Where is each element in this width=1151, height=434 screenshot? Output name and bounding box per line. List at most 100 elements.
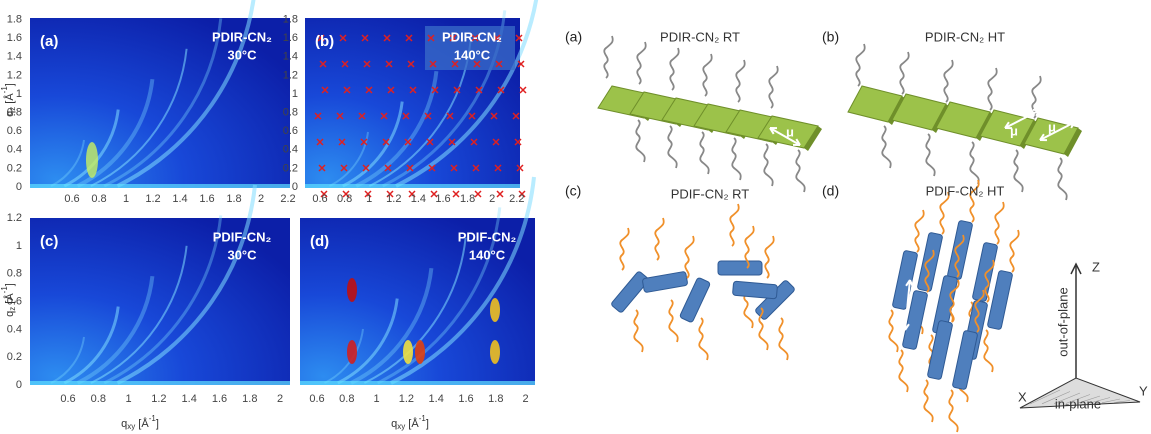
panel-temperature: 140°C — [469, 247, 506, 262]
axis-label-part: ] — [156, 418, 159, 430]
schematic-label: (b) — [822, 29, 839, 45]
y-tick-label: 0.6 — [283, 125, 298, 137]
schematic-label: (c) — [565, 183, 581, 199]
mu-label: μ — [786, 124, 794, 139]
peak — [403, 340, 413, 364]
schematic-title: PDIR-CN₂ HT — [925, 29, 1005, 44]
peak — [490, 340, 500, 364]
x-tick-label: 2 — [489, 193, 495, 205]
panel-label: (a) — [40, 33, 58, 50]
y-tick-label: 1.6 — [283, 32, 298, 44]
frame-label: Y — [1139, 383, 1148, 398]
axis-label-part: [Å — [3, 93, 16, 107]
frame-label: Z — [1092, 259, 1100, 274]
peak — [347, 340, 357, 364]
panel-temperature: 140°C — [454, 47, 491, 62]
schematic-title: PDIR-CN₂ RT — [660, 29, 740, 44]
axis-label-part: xy — [127, 422, 135, 431]
mu-label: μ — [1010, 123, 1018, 138]
frame-label: in-plane — [1055, 396, 1101, 411]
x-tick-label: 1 — [366, 193, 372, 205]
y-tick-label: 1.2 — [7, 69, 22, 81]
panel-label: (c) — [40, 233, 58, 250]
x-tick-label: 2 — [523, 393, 529, 405]
y-tick-label: 1 — [292, 88, 298, 100]
y-tick-label: 1.2 — [7, 212, 22, 224]
axis-label-part: [Å — [405, 417, 419, 430]
panel-temperature: 30°C — [227, 247, 257, 262]
peak — [490, 298, 500, 322]
y-tick-label: 0.4 — [7, 144, 22, 156]
y-tick-label: 1.4 — [7, 51, 22, 63]
schematic-label: (a) — [565, 29, 582, 45]
x-tick-label: 2 — [277, 393, 283, 405]
x-tick-label: 2 — [258, 193, 264, 205]
axis-label-part: ] — [426, 418, 429, 430]
x-tick-label: 0.8 — [91, 193, 106, 205]
y-tick-label: 1.2 — [283, 69, 298, 81]
y-tick-label: 0.8 — [7, 268, 22, 280]
panel-label: (d) — [310, 233, 329, 250]
axis-label-part: ] — [4, 283, 16, 286]
x-tick-label: 1.2 — [145, 193, 160, 205]
x-tick-label: 0.6 — [64, 193, 79, 205]
y-tick-label: 0.4 — [283, 144, 298, 156]
axis-label-part: ] — [4, 83, 16, 86]
x-tick-label: 1.4 — [182, 393, 197, 405]
x-tick-label: 1.4 — [411, 193, 426, 205]
y-tick-label: 1 — [16, 88, 22, 100]
axis-label-part: [Å — [3, 293, 16, 307]
x-tick-label: 0.8 — [339, 393, 354, 405]
frame-label: X — [1018, 389, 1027, 404]
panel-title: PDIR-CN₂ — [442, 29, 502, 44]
mu-label: μ — [1048, 119, 1056, 134]
x-tick-label: 0.6 — [312, 193, 327, 205]
x-tick-label: 1.8 — [242, 393, 257, 405]
x-tick-label: 1 — [126, 393, 132, 405]
x-tick-label: 1.8 — [226, 193, 241, 205]
y-tick-label: 0.2 — [7, 162, 22, 174]
y-tick-label: 1.8 — [7, 14, 22, 26]
y-tick-label: 0 — [16, 379, 22, 391]
x-tick-label: 1.6 — [199, 193, 214, 205]
x-tick-label: 0.8 — [91, 393, 106, 405]
x-tick-label: 1.2 — [151, 393, 166, 405]
x-tick-label: 2.2 — [280, 193, 295, 205]
figure: (a)PDIR-CN₂30°C0.60.811.21.41.61.822.200… — [0, 0, 1151, 434]
peak — [86, 142, 98, 178]
x-tick-label: 1.4 — [172, 193, 187, 205]
beam-stop-line — [30, 381, 290, 385]
schematic-label: (d) — [822, 183, 839, 199]
panel-title: PDIR-CN₂ — [212, 29, 272, 44]
panel-temperature: 30°C — [227, 47, 257, 62]
x-tick-label: 1.6 — [435, 193, 450, 205]
y-tick-label: 0.8 — [283, 107, 298, 119]
x-tick-label: 1.4 — [429, 393, 444, 405]
x-tick-label: 2.2 — [509, 193, 524, 205]
x-tick-label: 1.8 — [460, 193, 475, 205]
x-tick-label: 0.8 — [337, 193, 352, 205]
y-tick-label: 0.4 — [7, 323, 22, 335]
schematic-title: PDIF-CN₂ HT — [926, 183, 1005, 198]
x-tick-label: 1.6 — [458, 393, 473, 405]
panel-label: (b) — [315, 33, 334, 50]
y-tick-label: 1.8 — [283, 14, 298, 26]
beam-stop-line — [30, 184, 290, 188]
x-tick-label: 0.6 — [60, 393, 75, 405]
beam-stop-line — [300, 381, 535, 385]
panel-title: PDIF-CN₂ — [213, 229, 272, 244]
y-tick-label: 0 — [16, 181, 22, 193]
x-tick-label: 0.6 — [309, 393, 324, 405]
peak — [347, 278, 357, 302]
molecule-core — [718, 261, 762, 275]
y-tick-label: 0 — [292, 181, 298, 193]
schematic-title: PDIF-CN₂ RT — [671, 186, 750, 201]
x-tick-label: 1 — [123, 193, 129, 205]
y-tick-label: 1.6 — [7, 32, 22, 44]
y-tick-label: 0.2 — [7, 351, 22, 363]
axis-label-part: [Å — [135, 417, 149, 430]
x-tick-label: 1 — [374, 393, 380, 405]
y-tick-label: 1 — [16, 240, 22, 252]
x-tick-label: 1.2 — [399, 393, 414, 405]
x-tick-label: 1.8 — [488, 393, 503, 405]
